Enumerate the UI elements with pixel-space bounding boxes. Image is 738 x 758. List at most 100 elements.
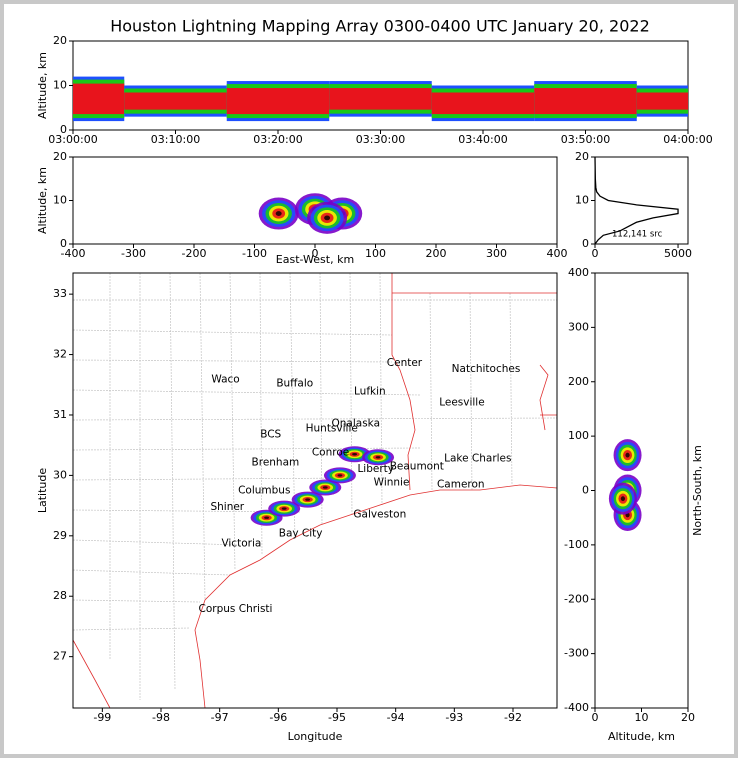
y-tick-label: 10 (53, 194, 67, 207)
y-tick-label: 27 (53, 650, 67, 663)
map-geography (72, 272, 558, 709)
cluster-ring (322, 486, 328, 489)
y-tick-label: 0 (582, 237, 589, 250)
y-tick-label: 20 (53, 150, 67, 163)
y-tick-label: 32 (53, 348, 67, 361)
source-cluster (362, 449, 395, 466)
altitude-band (226, 81, 330, 122)
y-axis-label: Latitude (36, 468, 49, 514)
source-cluster (608, 482, 637, 515)
band-core (534, 88, 637, 115)
altitude-band (124, 85, 227, 117)
x-tick-label: -400 (61, 247, 86, 260)
y-axis-label: Altitude, km (36, 52, 49, 119)
y-tick-label: 29 (53, 529, 67, 542)
x-axis-label: Longitude (288, 730, 343, 743)
x-tick-label: -94 (387, 711, 405, 724)
y-tick-label: 200 (568, 375, 589, 388)
source-cluster (291, 491, 324, 508)
band-core (124, 92, 227, 110)
y-tick-label: 300 (568, 320, 589, 333)
source-cluster (268, 500, 301, 517)
altitude-band (431, 85, 535, 122)
x-tick-label: -96 (269, 711, 287, 724)
city-label: Brenham (252, 457, 300, 469)
x-tick-label: -92 (504, 711, 522, 724)
y-tick-label: 10 (575, 194, 589, 207)
cluster-ring (375, 456, 381, 459)
x-tick-label: 03:40:00 (458, 133, 507, 146)
x-tick-label: -93 (445, 711, 463, 724)
x-tick-label: 03:00:00 (48, 133, 97, 146)
altitude-band (329, 81, 432, 117)
city-label: Winnie (374, 477, 410, 489)
county-lines (72, 272, 558, 700)
x-tick-label: 400 (547, 247, 568, 260)
city-label: Leesville (439, 396, 484, 408)
x-tick-label: 100 (365, 247, 386, 260)
cluster-ring (281, 507, 287, 510)
chart-title: Houston Lightning Mapping Array 0300-040… (110, 17, 650, 36)
city-label: Columbus (238, 485, 290, 497)
coastline (194, 484, 558, 709)
y-tick-label: 28 (53, 589, 67, 602)
band-core (73, 83, 125, 115)
x-tick-label: 03:20:00 (253, 133, 302, 146)
x-axis-label: Altitude, km (608, 730, 675, 743)
city-label: Conroe (312, 446, 349, 458)
band-core (636, 92, 688, 110)
city-label: Natchitoches (452, 363, 521, 375)
county-grid (72, 272, 558, 700)
x-tick-label: 20 (681, 711, 695, 724)
x-tick-label: 04:00:00 (663, 133, 712, 146)
x-tick-label: 200 (426, 247, 447, 260)
y-tick-label: 100 (568, 429, 589, 442)
x-tick-label: 5000 (664, 247, 692, 260)
city-label: Buffalo (276, 378, 313, 390)
city-label: Onalaska (332, 417, 381, 429)
city-label: Cameron (437, 478, 485, 490)
y-tick-label: 20 (53, 34, 67, 47)
cluster-ring (625, 452, 630, 458)
border (72, 639, 111, 709)
city-label: Victoria (221, 538, 261, 550)
source-cluster (323, 467, 356, 484)
source-cluster (309, 479, 342, 496)
plot-area (72, 272, 558, 709)
y-axis-label: Altitude, km (36, 167, 49, 234)
altitude-band (636, 85, 688, 117)
city-label: Waco (211, 373, 239, 385)
y-tick-label: -300 (564, 647, 589, 660)
source-cluster (258, 197, 299, 230)
cluster-ring (352, 453, 357, 456)
x-tick-label: -99 (93, 711, 111, 724)
band-core (329, 88, 432, 110)
y-tick-label: 0 (60, 123, 67, 136)
x-tick-label: 03:10:00 (151, 133, 200, 146)
y-tick-label: -200 (564, 592, 589, 605)
annotation: 112,141 src (612, 230, 663, 240)
altitude-histogram (594, 156, 679, 245)
state-border (391, 273, 557, 491)
y-axis-label: North-South, km (691, 445, 704, 536)
cluster-ring (305, 498, 311, 501)
x-tick-label: -300 (121, 247, 146, 260)
source-cluster (307, 201, 348, 234)
x-tick-label: 10 (635, 711, 649, 724)
cluster-ring (337, 474, 343, 477)
y-tick-label: 30 (53, 468, 67, 481)
cluster-ring (324, 215, 331, 221)
city-label: Beaumont (390, 460, 444, 472)
city-label: Lake Charles (444, 452, 511, 464)
x-tick-label: 0 (592, 711, 599, 724)
city-label: Galveston (353, 509, 406, 521)
city-label: Corpus Christi (199, 603, 273, 615)
city-label: Huntsville (306, 422, 358, 434)
cluster-ring (275, 211, 282, 216)
y-tick-label: 20 (575, 150, 589, 163)
cluster-ring (620, 496, 626, 502)
y-tick-label: 31 (53, 408, 67, 421)
